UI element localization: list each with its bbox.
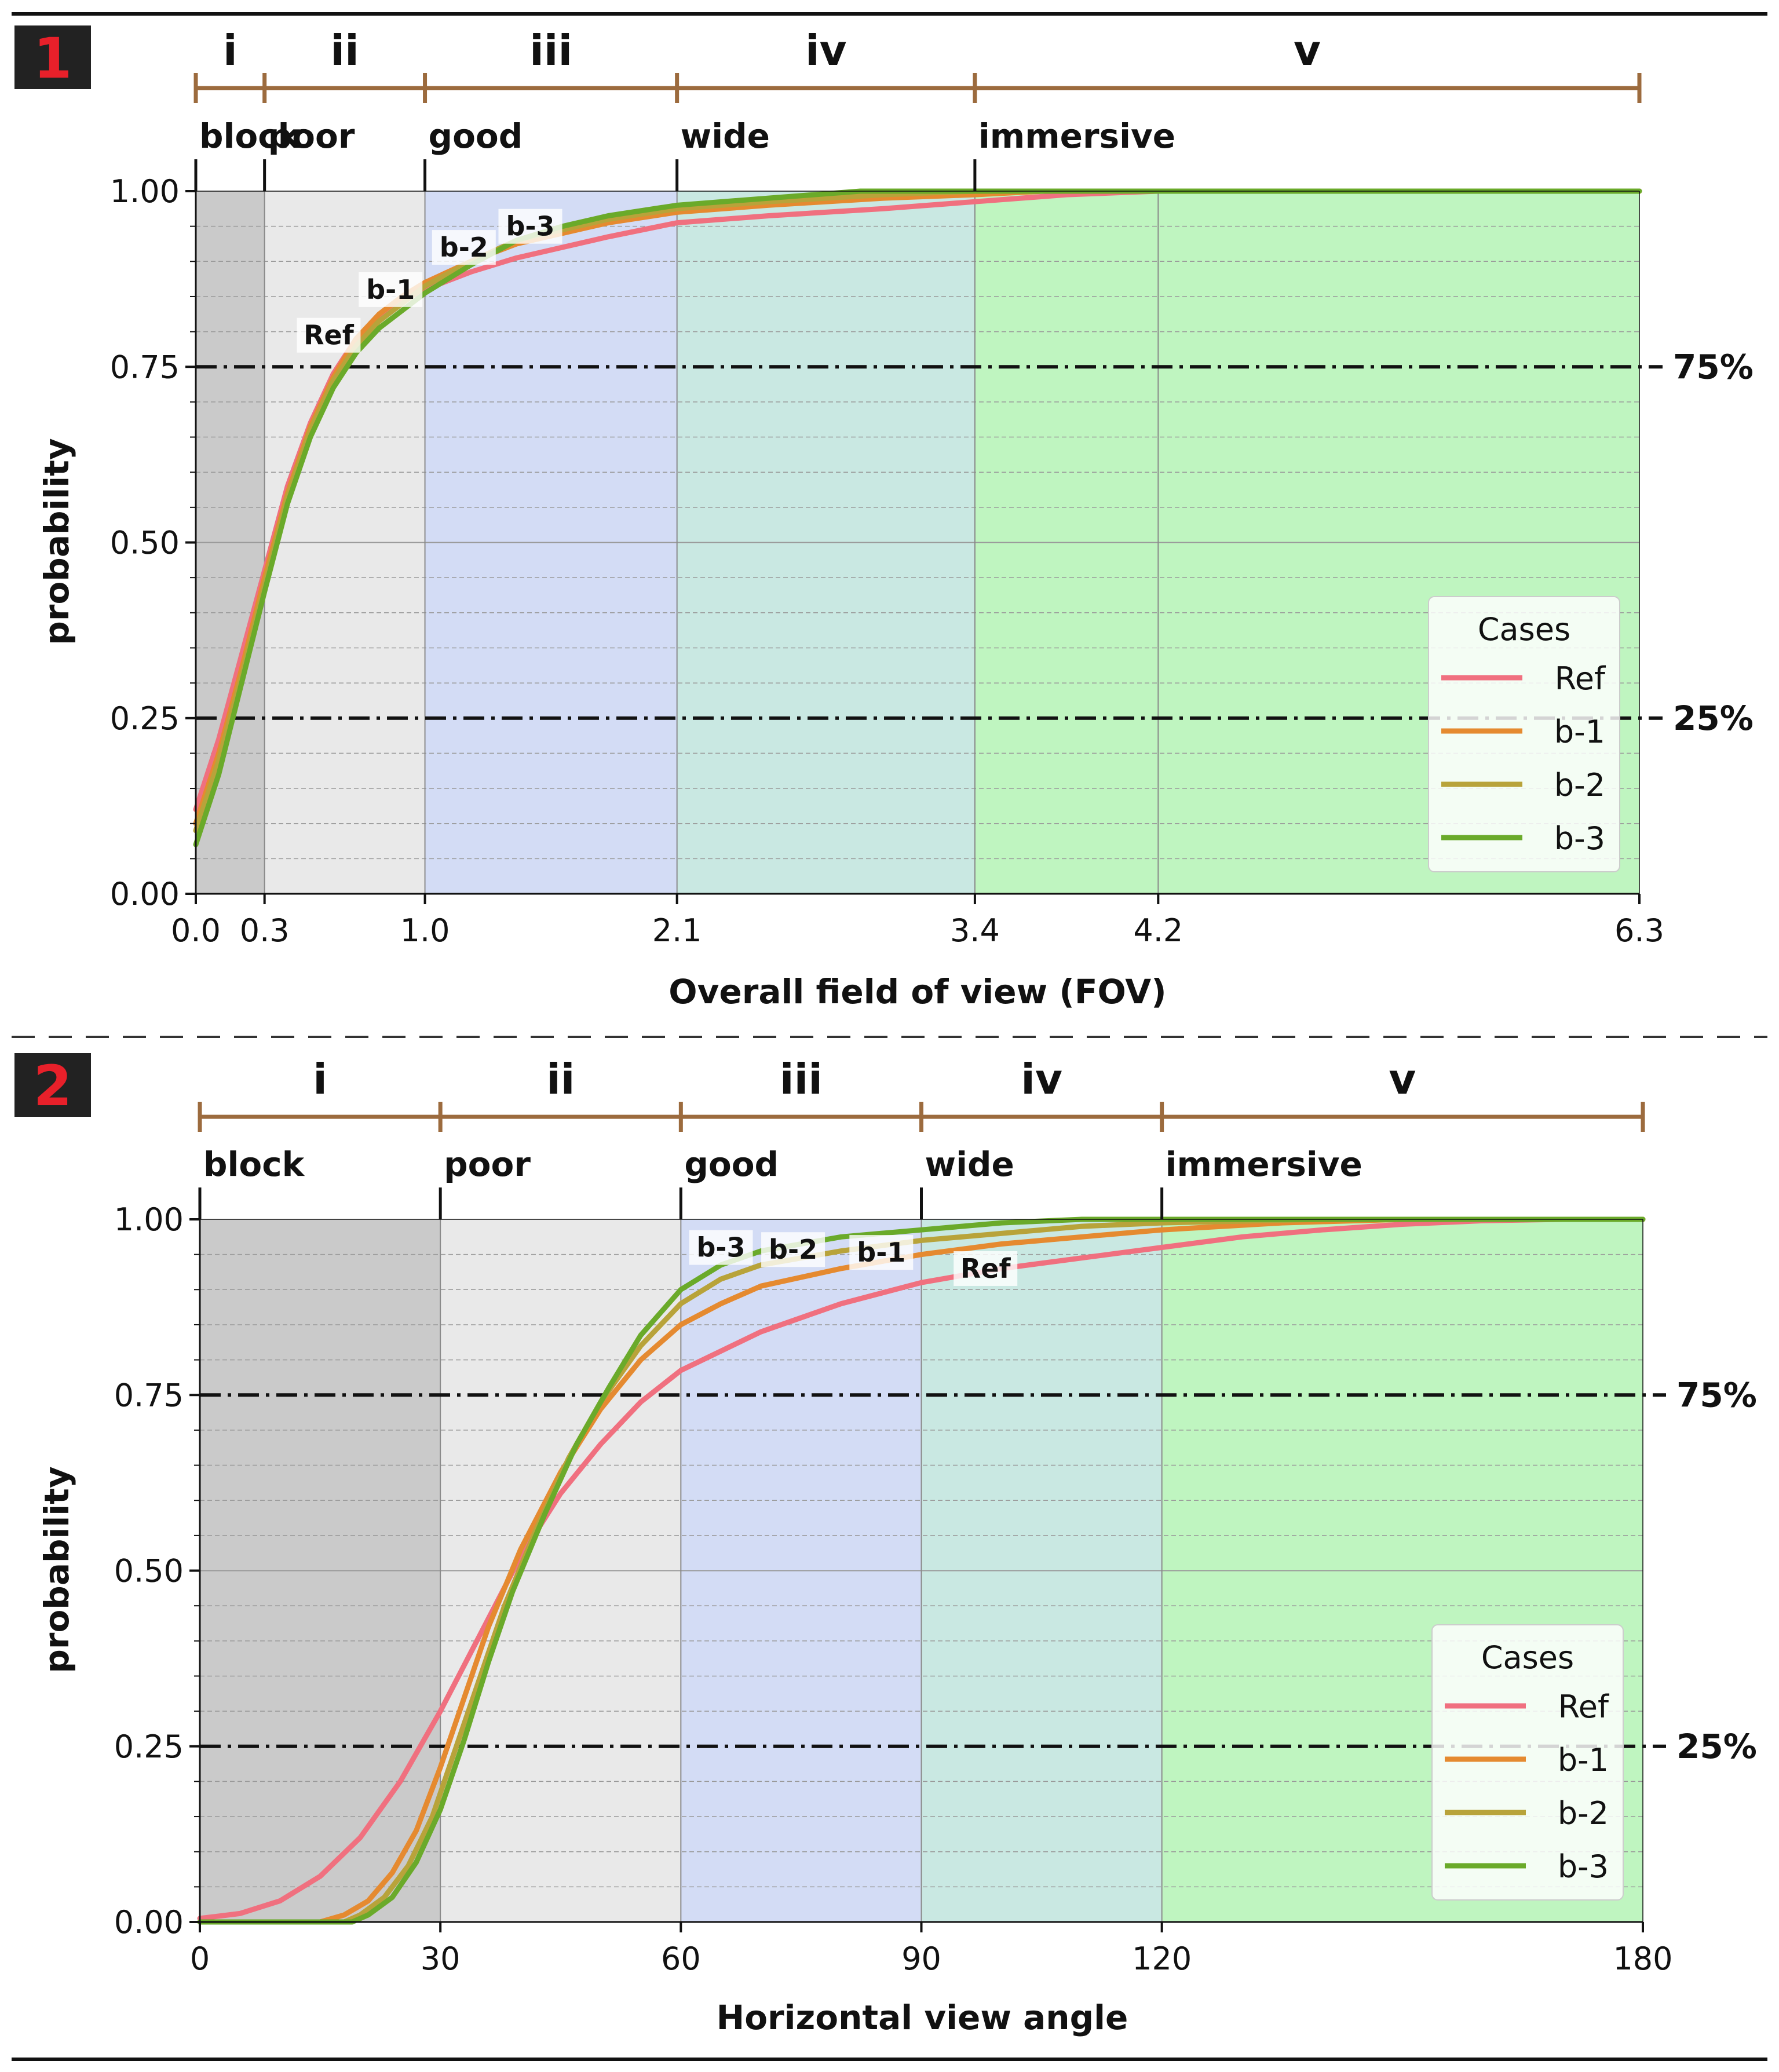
x-tick-label: 120 [1132, 1941, 1192, 1977]
x-tick-label: 4.2 [1133, 912, 1183, 949]
panel-2: 2 75% 25% Ref b-1 b-2 b-3 0.00 0.25 0.50 0.75 1.00… [14, 1053, 1757, 2037]
legend-label-b-2: b-2 [1558, 1795, 1609, 1832]
y-tick-label: 0.00 [114, 1904, 184, 1941]
zone-label-immersive: immersive [978, 116, 1175, 156]
panel-number-badge [14, 25, 91, 89]
x-tick-label: 2.1 [652, 912, 702, 949]
legend-label-b-1: b-1 [1558, 1742, 1609, 1778]
panel-number: 2 [34, 1054, 72, 1119]
y-tick-label: 1.00 [114, 1201, 184, 1238]
y-tick-label: 0.50 [110, 525, 180, 561]
x-tick-label: 60 [661, 1941, 701, 1977]
legend-label-b-2: b-2 [1554, 767, 1605, 803]
y-tick-label: 0.25 [110, 700, 180, 737]
annotation-box-b-3 [498, 209, 562, 244]
zone-roman-iii: iii [529, 26, 572, 75]
annotation-label-b-2: b-2 [440, 232, 488, 263]
annotation-label-b-3: b-3 [506, 211, 554, 242]
annotation-label-b-3: b-3 [697, 1232, 746, 1263]
legend-title: Cases [1481, 1639, 1574, 1676]
zone-label-poor: poor [268, 116, 355, 156]
x-tick-label: 6.3 [1614, 912, 1664, 949]
panel-number: 1 [34, 26, 72, 91]
y-tick-label: 0.75 [110, 349, 180, 385]
legend-label-b-3: b-3 [1554, 820, 1605, 857]
x-tick-label: 0 [190, 1941, 210, 1977]
y-tick-label: 1.00 [110, 173, 180, 210]
panel-number-badge [14, 1053, 91, 1117]
y-tick-label: 0.50 [114, 1553, 184, 1589]
zone-label-wide: wide [681, 116, 770, 156]
x-tick-label: 1.0 [400, 912, 450, 949]
panel-2-plot: 75% 25% Ref b-1 b-2 b-3 0.00 0.25 0.50 0.75 1.00 0 3… [114, 1055, 1757, 1977]
legend-box [1431, 1624, 1624, 1901]
annotation-box-b-1 [849, 1235, 914, 1270]
zone-roman-ii: ii [330, 26, 359, 75]
zone-roman-v: v [1389, 1055, 1416, 1103]
zone-roman-v: v [1294, 26, 1321, 75]
y-axis-label: probability [37, 438, 76, 645]
legend-title: Cases [1478, 611, 1570, 648]
legend-box [1428, 596, 1620, 872]
annotation-box-b-3 [689, 1230, 753, 1265]
annotation-label-b-2: b-2 [769, 1234, 817, 1265]
y-tick-label: 0.75 [114, 1377, 184, 1413]
annotation-box-b-2 [761, 1232, 825, 1267]
reference-line-label: 25% [1673, 699, 1754, 738]
legend-label-Ref: Ref [1555, 660, 1606, 697]
series-line-b-1 [197, 1216, 1646, 1925]
zone-label-immersive: immersive [1166, 1145, 1362, 1184]
legend-label-Ref: Ref [1558, 1689, 1610, 1725]
x-tick-label: 0.0 [171, 912, 221, 949]
zone-roman-ii: ii [546, 1055, 575, 1103]
x-tick-label: 3.4 [950, 912, 1000, 949]
x-tick-label: 180 [1613, 1941, 1672, 1977]
panel-1-plot: 75% 25% Ref b-1 b-2 b-3 0.00 0.25 0.50 0.75 1.00 0.… [110, 26, 1754, 949]
x-axis-label: Horizontal view angle [717, 1998, 1128, 2037]
zone-roman-i: i [313, 1055, 327, 1103]
annotation-label-Ref: Ref [960, 1253, 1011, 1284]
x-axis-label: Overall field of view (FOV) [669, 972, 1166, 1011]
annotation-box-Ref [954, 1251, 1018, 1286]
legend-label-b-3: b-3 [1558, 1848, 1609, 1885]
zone-label-wide: wide [925, 1145, 1014, 1184]
legend-label-b-1: b-1 [1554, 714, 1605, 750]
zone-roman-iii: iii [780, 1055, 823, 1103]
panel-1: 1 75%25%Refb-1b-2b-30.000.250.500.751.00… [14, 25, 1754, 1011]
zone-roman-iv: iv [1021, 1055, 1062, 1103]
annotation-box-b-2 [432, 230, 496, 265]
annotation-label-b-1: b-1 [857, 1237, 905, 1268]
annotation-box-Ref [297, 317, 361, 353]
y-axis-label: probability [37, 1466, 76, 1673]
annotation-label-b-1: b-1 [366, 274, 415, 305]
x-tick-label: 30 [421, 1941, 461, 1977]
reference-line-label: 25% [1676, 1727, 1757, 1766]
x-tick-label: 0.3 [240, 912, 290, 949]
reference-line-label: 75% [1673, 347, 1754, 386]
zone-roman-i: i [223, 26, 238, 75]
zone-label-good: good [429, 116, 523, 156]
annotation-label-Ref: Ref [304, 320, 355, 351]
annotation-box-b-1 [359, 272, 423, 307]
zone-label-block: block [199, 116, 301, 156]
series-line-Ref [197, 1216, 1646, 1921]
zone-label-poor: poor [444, 1145, 531, 1184]
zone-label-block: block [203, 1145, 305, 1184]
y-tick-label: 0.00 [110, 876, 180, 912]
x-tick-label: 90 [901, 1941, 941, 1977]
series-line-b-3 [197, 1216, 1646, 1925]
zone-label-good: good [684, 1145, 779, 1184]
y-tick-label: 0.25 [114, 1729, 184, 1765]
reference-line-label: 75% [1676, 1375, 1757, 1415]
zone-roman-iv: iv [805, 26, 847, 75]
